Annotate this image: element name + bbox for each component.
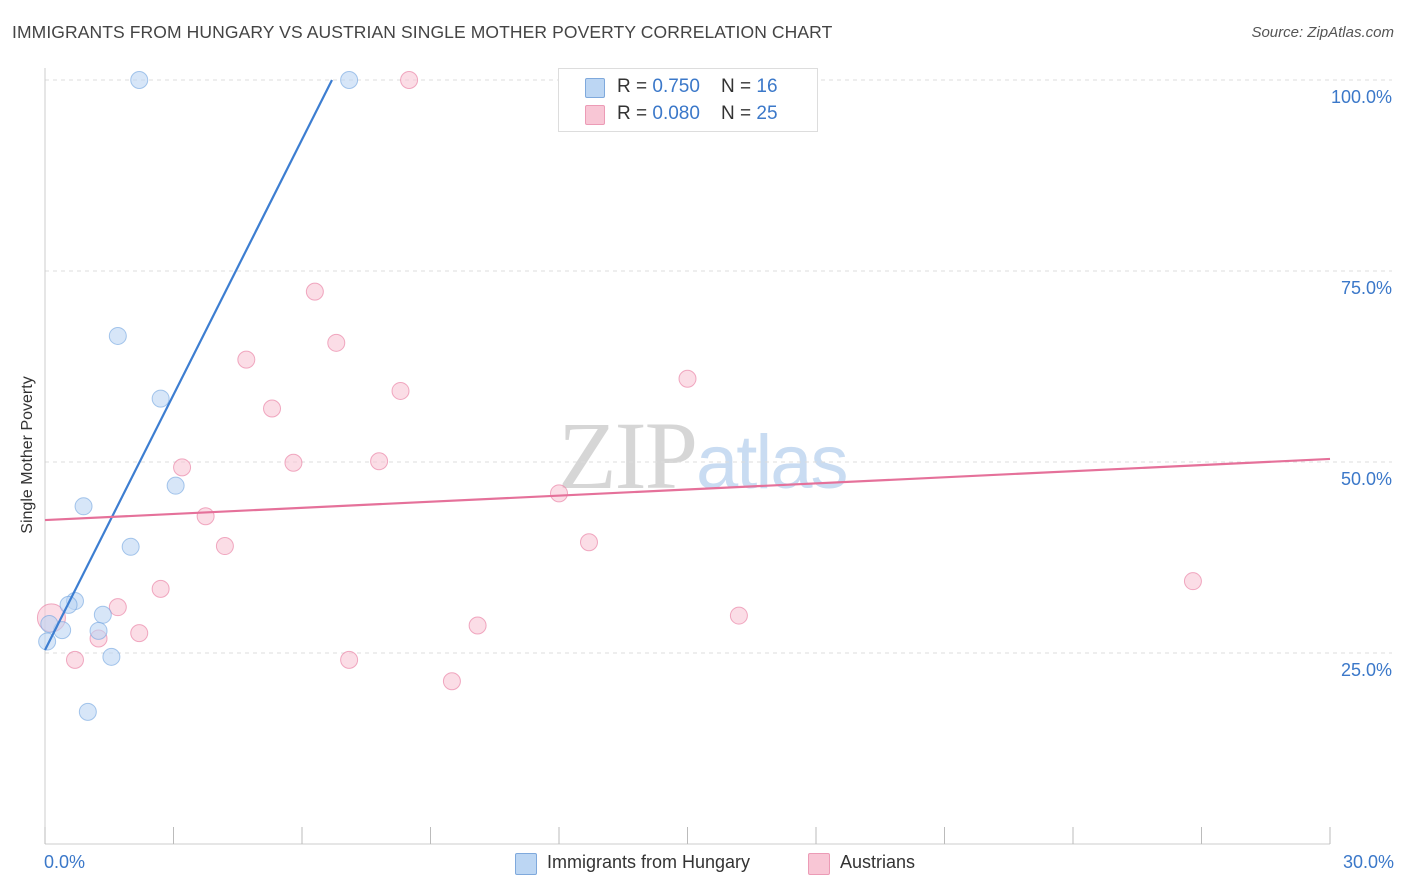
bottom-legend-label-hungary: Immigrants from Hungary: [547, 852, 751, 872]
bottom-legend-swatch-austrians: [808, 853, 830, 875]
trendlines: [44, 79, 1331, 651]
y-tick-label-75: 75.0%: [1340, 278, 1392, 298]
legend-r-value: 0.080: [652, 103, 700, 124]
data-point-hungary: [340, 71, 359, 89]
legend-r-label: R =: [617, 76, 653, 97]
data-point-austrians: [130, 624, 149, 643]
legend-swatch-hungary: [585, 78, 605, 98]
source-credit: Source: ZipAtlas.com: [1251, 24, 1394, 41]
data-point-austrians: [550, 484, 568, 503]
y-tick-label-50: 50.0%: [1340, 469, 1392, 489]
data-point-hungary: [166, 476, 185, 495]
data-points: [36, 71, 1202, 721]
legend-n-value: 25: [756, 103, 778, 124]
x-tick-label-max: 30.0%: [1342, 852, 1394, 872]
data-point-austrians: [284, 453, 303, 472]
data-point-hungary: [121, 537, 140, 556]
data-point-hungary: [130, 71, 149, 89]
data-point-austrians: [442, 672, 461, 691]
data-point-austrians: [65, 650, 84, 669]
legend-n-label: N =: [721, 103, 757, 124]
data-point-austrians: [391, 381, 410, 400]
legend-swatch-austrians: [585, 105, 605, 125]
trendline-hungary: [44, 79, 333, 651]
bottom-legend-label-austrians: Austrians: [840, 852, 916, 872]
chart-title: IMMIGRANTS FROM HUNGARY VS AUSTRIAN SING…: [12, 22, 833, 42]
y-axis-label: Single Mother Poverty: [19, 376, 36, 534]
data-point-hungary: [108, 326, 127, 345]
correlation-legend: R = 0.750 N = 16 R = 0.080 N = 25: [558, 68, 818, 132]
data-point-austrians: [305, 282, 324, 301]
y-tick-label-25: 25.0%: [1340, 660, 1392, 680]
data-point-austrians: [237, 350, 256, 369]
axes: [44, 68, 1331, 845]
data-point-hungary: [78, 702, 97, 721]
data-point-austrians: [263, 399, 282, 418]
data-point-hungary: [102, 647, 121, 666]
legend-r-value: 0.750: [652, 76, 700, 97]
legend-n-label: N =: [721, 76, 757, 97]
data-point-austrians: [400, 71, 419, 89]
data-point-austrians: [108, 598, 127, 617]
data-point-austrians: [370, 452, 389, 471]
data-point-austrians: [196, 507, 215, 526]
data-point-austrians: [729, 606, 748, 625]
data-point-austrians: [340, 650, 359, 669]
data-point-austrians: [678, 369, 697, 388]
x-tick-label-min: 0.0%: [44, 852, 86, 872]
data-point-hungary: [151, 389, 170, 408]
data-point-austrians: [151, 579, 170, 598]
legend-n-value: 16: [756, 76, 778, 97]
data-point-austrians: [579, 533, 598, 552]
data-point-austrians: [215, 537, 234, 556]
data-point-hungary: [89, 621, 108, 640]
trendline-austrians: [44, 457, 1331, 522]
data-point-austrians: [173, 458, 192, 477]
data-point-austrians: [327, 333, 346, 352]
data-point-austrians: [1183, 572, 1202, 591]
y-tick-label-100: 100.0%: [1330, 87, 1392, 107]
legend-r-label: R =: [617, 103, 653, 124]
data-point-austrians: [468, 616, 487, 635]
bottom-legend-swatch-hungary: [515, 853, 537, 875]
data-point-hungary: [74, 497, 93, 516]
data-point-hungary: [93, 605, 112, 624]
